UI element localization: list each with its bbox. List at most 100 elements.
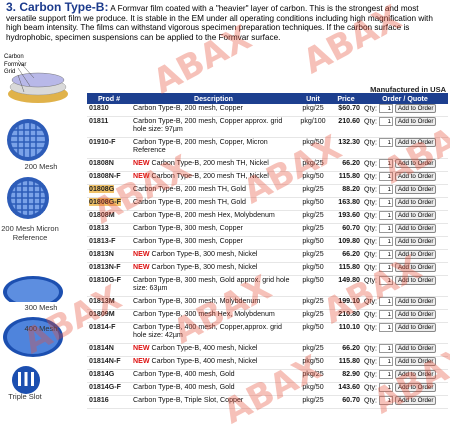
price-cell: 143.60 [330,382,362,396]
product-number: 01808G-F [87,197,131,211]
quantity-input[interactable] [379,211,393,220]
order-cell: Qty: Add to Order [362,382,448,396]
qty-label: Qty: [364,237,378,246]
add-to-order-button[interactable]: Add to Order [394,185,437,194]
qty-label: Qty: [364,396,378,405]
table-row: 01814N NEW Carbon Type-B, 400 mesh, Nicke… [87,343,448,357]
quantity-input[interactable] [379,224,393,233]
mesh-300-icon [3,276,63,308]
table-row: 01808N-F NEW Carbon Type-B, 200 mesh TH, … [87,171,448,185]
order-cell: Qty: Add to Order [362,322,448,344]
unit-cell: pkg/50 [296,171,330,185]
add-to-order-button[interactable]: Add to Order [394,310,437,319]
add-to-order-button[interactable]: Add to Order [394,396,437,405]
product-description-cell: NEW Carbon Type-B, 300 mesh, Nickel [131,249,296,263]
price-cell: 115.80 [330,356,362,370]
add-to-order-button[interactable]: Add to Order [394,383,437,392]
qty-label: Qty: [364,211,378,220]
order-cell: Qty: Add to Order [362,158,448,172]
order-cell: Qty: Add to Order [362,171,448,185]
qty-label: Qty: [364,172,378,181]
add-to-order-button[interactable]: Add to Order [394,263,437,272]
quantity-input[interactable] [379,297,393,306]
description-text: Carbon Type-B, 300 mesh, Copper [133,237,243,245]
quantity-input[interactable] [379,344,393,353]
add-to-order-button[interactable]: Add to Order [394,357,437,366]
add-to-order-button[interactable]: Add to Order [394,370,437,379]
product-description-cell: Carbon Type-B, 300 mesh, Copper [131,223,296,237]
table-row: 01808G-F Carbon Type-B, 200 mesh TH, Gol… [87,197,448,211]
add-to-order-button[interactable]: Add to Order [394,276,437,285]
caption-200-mesh-micron: 200 Mesh Micron Reference [1,224,59,242]
product-number: 01813M [87,296,131,310]
description-text: Carbon Type-B, 300 mesh Hex, Molybdenum [133,310,275,318]
add-to-order-button[interactable]: Add to Order [394,104,437,113]
add-to-order-button[interactable]: Add to Order [394,297,437,306]
product-number: 01808N [87,158,131,172]
grid-image-400-mesh [2,315,64,364]
unit-cell: pkg/50 [296,262,330,276]
product-number: 01910-F [87,137,131,159]
new-badge: NEW [133,357,150,365]
quantity-input[interactable] [379,104,393,113]
price-cell: 210.60 [330,116,362,138]
caption-400-mesh: 400 Mesh [24,324,58,333]
quantity-input[interactable] [379,250,393,259]
quantity-input[interactable] [379,396,393,405]
unit-cell: pkg/50 [296,356,330,370]
quantity-input[interactable] [379,310,393,319]
product-number: 01811 [87,116,131,138]
add-to-order-button[interactable]: Add to Order [394,159,437,168]
add-to-order-button[interactable]: Add to Order [394,138,437,147]
formvar-label: Formvar [4,62,27,68]
quantity-input[interactable] [379,117,393,126]
description-text: Carbon Type-B, 200 mesh TH, Gold [133,198,246,206]
table-row: 01813N-F NEW Carbon Type-B, 300 mesh, Nic… [87,262,448,276]
quantity-input[interactable] [379,138,393,147]
unit-cell: pkg/50 [296,137,330,159]
price-cell: 66.20 [330,343,362,357]
product-description-cell: Carbon Type-B, 200 mesh TH, Gold [131,197,296,211]
order-cell: Qty: Add to Order [362,343,448,357]
table-row: 01813N NEW Carbon Type-B, 300 mesh, Nicke… [87,249,448,263]
col-unit: Unit [296,93,330,104]
quantity-input[interactable] [379,237,393,246]
new-badge: NEW [133,344,150,352]
unit-cell: pkg/25 [296,223,330,237]
quantity-input[interactable] [379,185,393,194]
product-number: 01814N [87,343,131,357]
add-to-order-button[interactable]: Add to Order [394,323,437,332]
add-to-order-button[interactable]: Add to Order [394,237,437,246]
quantity-input[interactable] [379,263,393,272]
quantity-input[interactable] [379,383,393,392]
table-row: 01813-F Carbon Type-B, 300 mesh, Copper p… [87,236,448,250]
grid-label: Grid [4,69,16,75]
quantity-input[interactable] [379,159,393,168]
grid-image-200-mesh [6,118,50,167]
price-cell: 66.20 [330,249,362,263]
product-number: 01814G [87,369,131,383]
product-description-cell: Carbon Type-B, Triple Slot, Copper [131,395,296,409]
add-to-order-button[interactable]: Add to Order [394,224,437,233]
table-row: 01810G-F Carbon Type-B, 300 mesh, Gold a… [87,275,448,297]
table-row: 01813 Carbon Type-B, 300 mesh, Copper pkg… [87,223,448,237]
add-to-order-button[interactable]: Add to Order [394,198,437,207]
product-description-cell: Carbon Type-B, 300 mesh Hex, Molybdenum [131,309,296,323]
add-to-order-button[interactable]: Add to Order [394,211,437,220]
quantity-input[interactable] [379,370,393,379]
description-text: Carbon Type-B, 400 mesh, Copper,approx. … [133,323,282,339]
product-description-cell: NEW Carbon Type-B, 200 mesh TH, Nickel [131,158,296,172]
product-description-cell: Carbon Type-B, 200 mesh Hex, Molybdenum [131,210,296,224]
add-to-order-button[interactable]: Add to Order [394,172,437,181]
quantity-input[interactable] [379,323,393,332]
qty-label: Qty: [364,159,378,168]
add-to-order-button[interactable]: Add to Order [394,344,437,353]
price-cell: 163.80 [330,197,362,211]
quantity-input[interactable] [379,276,393,285]
add-to-order-button[interactable]: Add to Order [394,250,437,259]
add-to-order-button[interactable]: Add to Order [394,117,437,126]
quantity-input[interactable] [379,172,393,181]
quantity-input[interactable] [379,357,393,366]
qty-label: Qty: [364,104,378,113]
quantity-input[interactable] [379,198,393,207]
